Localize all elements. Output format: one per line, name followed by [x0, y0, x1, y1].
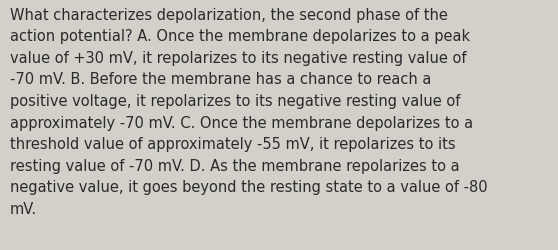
- Text: What characterizes depolarization, the second phase of the
action potential? A. : What characterizes depolarization, the s…: [10, 8, 488, 216]
